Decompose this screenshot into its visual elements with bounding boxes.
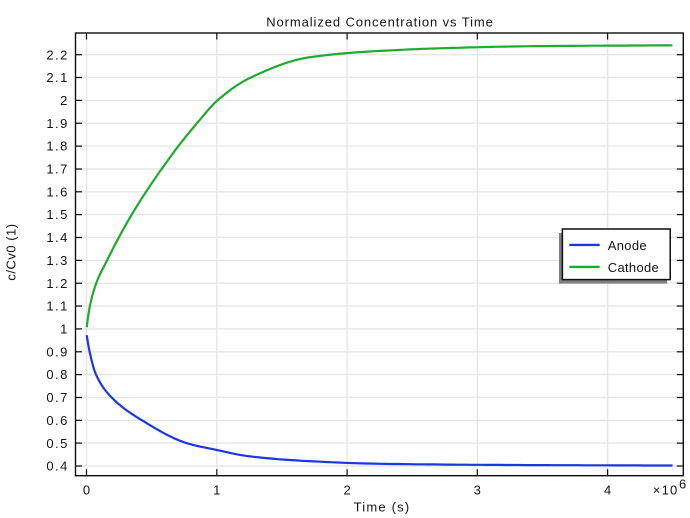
svg-text:1.6: 1.6 <box>46 184 69 199</box>
svg-text:0.7: 0.7 <box>46 390 69 405</box>
svg-text:1.8: 1.8 <box>46 139 69 154</box>
svg-text:Normalized Concentration vs Ti: Normalized Concentration vs Time <box>266 15 494 30</box>
svg-text:2.2: 2.2 <box>46 47 69 62</box>
svg-text:2: 2 <box>343 482 350 497</box>
svg-text:Cathode: Cathode <box>608 260 659 275</box>
svg-text:4: 4 <box>604 482 611 497</box>
svg-text:Anode: Anode <box>608 238 647 253</box>
svg-text:1: 1 <box>60 322 69 337</box>
svg-text:1.3: 1.3 <box>46 253 69 268</box>
svg-text:1.1: 1.1 <box>46 299 69 314</box>
svg-text:Time (s): Time (s) <box>354 499 411 514</box>
svg-text:2.1: 2.1 <box>46 70 69 85</box>
svg-text:1.5: 1.5 <box>46 207 69 222</box>
svg-text:0.5: 0.5 <box>46 436 69 451</box>
svg-text:1.9: 1.9 <box>46 116 69 131</box>
svg-text:0.6: 0.6 <box>46 413 69 428</box>
svg-text:0: 0 <box>83 482 90 497</box>
svg-text:1: 1 <box>213 482 220 497</box>
svg-text:3: 3 <box>474 482 481 497</box>
svg-text:0.8: 0.8 <box>46 367 69 382</box>
svg-text:0.4: 0.4 <box>46 459 69 474</box>
svg-text:1.4: 1.4 <box>46 230 69 245</box>
svg-text:2: 2 <box>60 93 69 108</box>
svg-text:6: 6 <box>679 477 686 492</box>
svg-text:1.2: 1.2 <box>46 276 69 291</box>
svg-text:×10: ×10 <box>653 482 679 497</box>
svg-text:1.7: 1.7 <box>46 162 69 177</box>
svg-text:0.9: 0.9 <box>46 344 69 359</box>
svg-text:c/Cv0 (1): c/Cv0 (1) <box>4 223 19 280</box>
